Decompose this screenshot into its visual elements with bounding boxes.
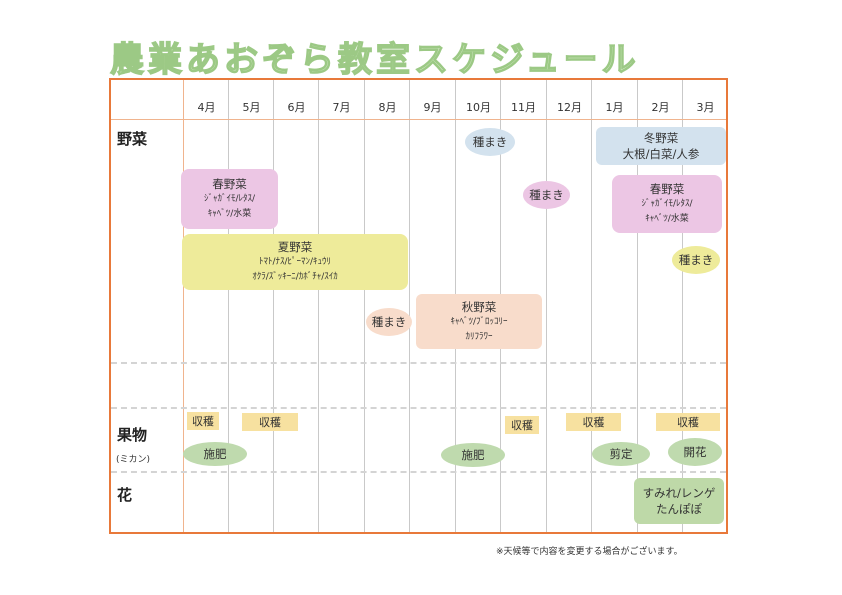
summer-vegetables-title: 夏野菜: [277, 240, 313, 254]
grid-line: [409, 80, 410, 532]
month-header: 9月: [423, 101, 442, 114]
winter-vegetables-title: 冬野菜: [643, 131, 679, 145]
grid-line: [682, 80, 683, 532]
summer-vegetables-line2: ｵｸﾗ/ｽﾞｯｷｰﾆ/ｶﾎﾞﾁｬ/ｽｲｶ: [252, 272, 338, 282]
harvest-tag: 収穫: [187, 412, 219, 430]
row-divider: [111, 362, 726, 364]
sowing-nov-label: 種まき: [523, 181, 570, 209]
spring-vegetables-line2: ｷｬﾍﾞﾂ/水菜: [645, 214, 689, 224]
month-header: 11月: [511, 101, 536, 114]
summer-vegetables-line1: ﾄﾏﾄ/ﾅｽ/ﾋﾟｰﾏﾝ/ｷｭｳﾘ: [258, 257, 332, 267]
prune-label: 剪定: [592, 442, 650, 466]
grid-line: [228, 80, 229, 532]
fertilize-label: 施肥: [441, 443, 505, 467]
harvest-tag: 収穫: [505, 416, 539, 434]
grid-line: [591, 80, 592, 532]
sowing-aug-label: 種まき: [366, 308, 412, 336]
summer-vegetables-box: 夏野菜 ﾄﾏﾄ/ﾅｽ/ﾋﾟｰﾏﾝ/ｷｭｳﾘ ｵｸﾗ/ｽﾞｯｷｰﾆ/ｶﾎﾞﾁｬ/ｽ…: [182, 234, 408, 290]
harvest-tag: 収穫: [566, 413, 621, 431]
category-fruit: 果物: [117, 426, 148, 444]
grid-line: [273, 80, 274, 532]
category-vegetables: 野菜: [117, 130, 148, 148]
footnote: ※天候等で内容を変更する場合がございます。: [496, 547, 683, 557]
category-fruit-sub: (ミカン): [116, 455, 151, 465]
spring-vegetables-line1: ｼﾞｬｶﾞｲﾓ/ﾚﾀｽ/: [641, 199, 693, 209]
winter-vegetables-box: 冬野菜 大根/白菜/人参: [596, 127, 726, 165]
month-header: 8月: [378, 101, 397, 114]
month-header: 6月: [287, 101, 306, 114]
bloom-label: 開花: [668, 438, 722, 466]
sowing-mar-label: 種まき: [672, 246, 720, 274]
row-divider: [111, 471, 726, 473]
flowers-line2: たんぽぽ: [656, 502, 702, 516]
fertilize-label: 施肥: [183, 442, 247, 466]
grid-line: [364, 80, 365, 532]
harvest-tag: 収穫: [656, 413, 720, 431]
spring-vegetables-box: 春野菜 ｼﾞｬｶﾞｲﾓ/ﾚﾀｽ/ ｷｬﾍﾞﾂ/水菜: [612, 175, 722, 233]
schedule-table: [109, 78, 728, 534]
month-header: 12月: [557, 101, 582, 114]
autumn-vegetables-box: 秋野菜 ｷｬﾍﾞﾂ/ﾌﾞﾛｯｺﾘｰ ｶﾘﾌﾗﾜｰ: [416, 294, 542, 349]
month-header: 3月: [696, 101, 715, 114]
page-title: 農業あおぞら教室スケジュール: [109, 39, 640, 80]
month-header: 5月: [242, 101, 261, 114]
month-header: 1月: [605, 101, 624, 114]
spring-vegetables-line2: ｷｬﾍﾞﾂ/水菜: [207, 209, 252, 219]
spring-vegetables-line1: ｼﾞｬｶﾞｲﾓ/ﾚﾀｽ/: [203, 194, 256, 204]
autumn-vegetables-title: 秋野菜: [461, 299, 497, 314]
spring-vegetables-title: 春野菜: [212, 177, 247, 191]
grid-line: [546, 80, 547, 532]
category-flowers: 花: [117, 486, 133, 504]
month-header: 7月: [332, 101, 351, 114]
spring-vegetables-title: 春野菜: [649, 182, 685, 196]
month-header: 4月: [197, 101, 216, 114]
spring-vegetables-box: 春野菜 ｼﾞｬｶﾞｲﾓ/ﾚﾀｽ/ ｷｬﾍﾞﾂ/水菜: [181, 169, 278, 229]
grid-line: [637, 80, 638, 532]
label-column-divider: [183, 80, 184, 532]
harvest-tag: 収穫: [242, 413, 298, 431]
winter-vegetables-items: 大根/白菜/人参: [622, 147, 700, 161]
row-divider: [111, 407, 726, 409]
month-header: 2月: [651, 101, 670, 114]
month-header: 10月: [466, 101, 491, 114]
autumn-vegetables-line1: ｷｬﾍﾞﾂ/ﾌﾞﾛｯｺﾘｰ: [450, 316, 508, 327]
flowers-box: すみれ/レンゲ たんぽぽ: [634, 478, 724, 524]
grid-line: [318, 80, 319, 532]
flowers-line1: すみれ/レンゲ: [642, 486, 716, 500]
sowing-oct-label: 種まき: [465, 128, 515, 156]
autumn-vegetables-line2: ｶﾘﾌﾗﾜｰ: [465, 331, 493, 342]
header-divider: [111, 119, 726, 120]
